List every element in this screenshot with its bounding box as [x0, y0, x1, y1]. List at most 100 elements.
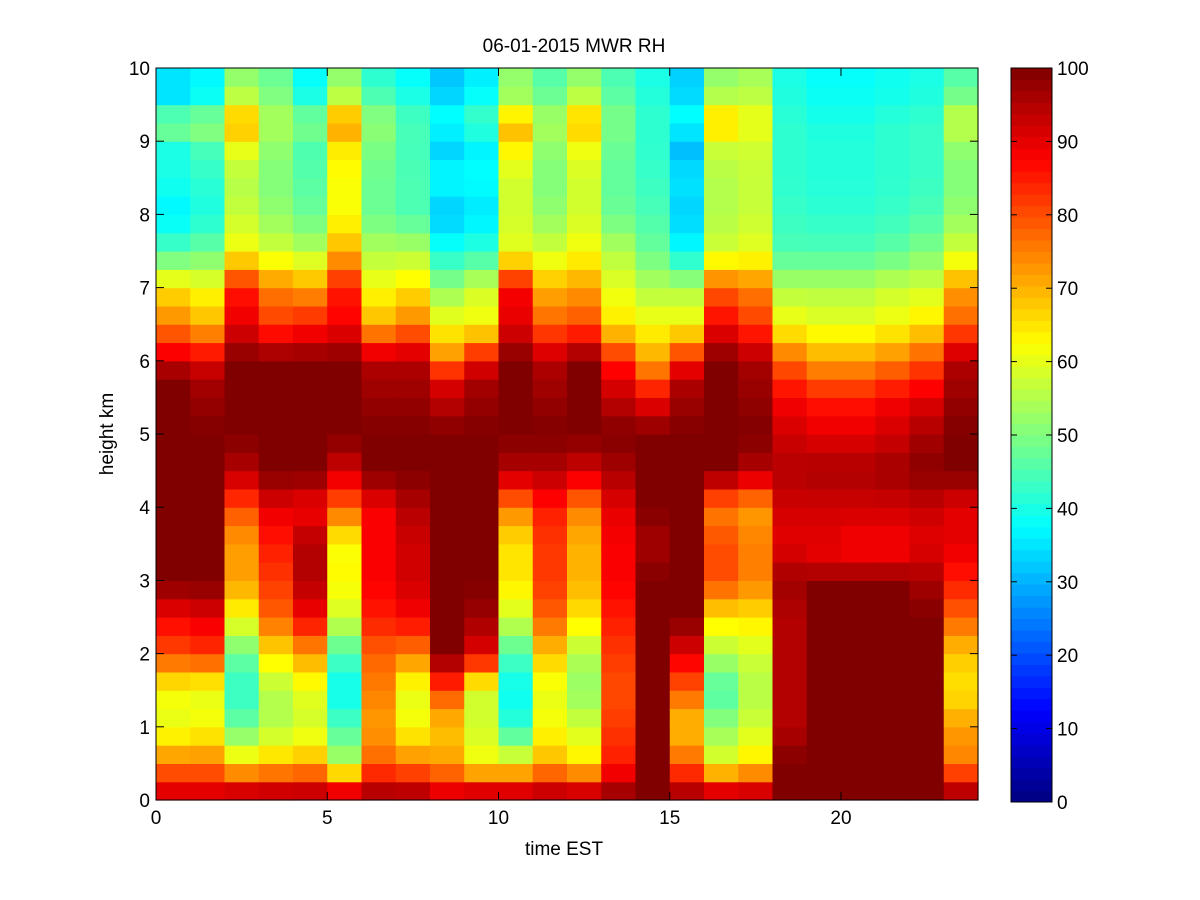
- heatmap-cell: [806, 671, 842, 691]
- heatmap-cell: [395, 397, 431, 417]
- heatmap-cell: [224, 141, 260, 161]
- heatmap-cell: [156, 141, 191, 161]
- heatmap-cell: [635, 397, 671, 417]
- heatmap-cell: [327, 452, 363, 472]
- heatmap-cell: [943, 397, 979, 417]
- heatmap-cell: [875, 214, 911, 234]
- colorbar-segment: [1011, 561, 1052, 574]
- heatmap-cell: [704, 543, 739, 563]
- heatmap-cell: [875, 543, 911, 563]
- heatmap-cell: [772, 635, 808, 655]
- heatmap-cell: [430, 452, 465, 472]
- heatmap-cell: [772, 122, 808, 142]
- heatmap-cell: [943, 214, 979, 234]
- heatmap-cell: [806, 397, 842, 417]
- heatmap-cell: [224, 324, 260, 344]
- heatmap-cell: [532, 507, 568, 527]
- heatmap-cell: [841, 580, 876, 600]
- heatmap-cell: [258, 726, 294, 746]
- heatmap-cell: [327, 598, 363, 618]
- y-tick-label: 8: [139, 205, 150, 226]
- heatmap-cell: [361, 415, 397, 435]
- heatmap-cell: [327, 232, 363, 252]
- heatmap-cell: [293, 507, 328, 527]
- heatmap-cell: [567, 488, 602, 508]
- heatmap-cell: [258, 543, 294, 563]
- heatmap-cell: [635, 452, 671, 472]
- heatmap-cell: [909, 726, 945, 746]
- heatmap-cell: [601, 507, 637, 527]
- heatmap-cell: [156, 763, 191, 783]
- heatmap-cell: [806, 434, 842, 453]
- heatmap-cell: [430, 580, 465, 600]
- heatmap-cell: [875, 141, 911, 161]
- heatmap-cell: [601, 543, 637, 563]
- heatmap-cell: [327, 415, 363, 435]
- heatmap-cell: [464, 543, 500, 563]
- heatmap-cell: [875, 104, 911, 124]
- heatmap-cell: [875, 122, 911, 142]
- heatmap-cell: [395, 617, 431, 636]
- heatmap-cell: [361, 305, 397, 325]
- heatmap-cell: [224, 159, 260, 179]
- heatmap-cell: [464, 177, 500, 197]
- heatmap-cell: [498, 159, 534, 179]
- heatmap-cell: [841, 68, 876, 87]
- heatmap-cell: [190, 635, 226, 655]
- colorbar-segment: [1011, 68, 1052, 80]
- heatmap-cell: [943, 141, 979, 161]
- heatmap-cell: [601, 415, 637, 435]
- heatmap-cell: [704, 708, 739, 728]
- colorbar-segment: [1011, 297, 1052, 310]
- heatmap-cell: [224, 86, 260, 106]
- heatmap-cell: [601, 635, 637, 655]
- heatmap-cell: [156, 507, 191, 527]
- heatmap-cell: [532, 708, 568, 728]
- heatmap-cell: [190, 159, 226, 179]
- heatmap-cell: [361, 159, 397, 179]
- heatmap-cell: [704, 635, 739, 655]
- heatmap-cell: [258, 488, 294, 508]
- heatmap-cell: [464, 781, 500, 801]
- heatmap-cell: [464, 324, 500, 344]
- heatmap-cell: [190, 379, 226, 398]
- heatmap-cell: [841, 525, 876, 545]
- heatmap-cell: [361, 671, 397, 691]
- heatmap-cell: [601, 617, 637, 636]
- heatmap-cell: [464, 86, 500, 106]
- heatmap-cell: [875, 562, 911, 581]
- heatmap-cell: [909, 452, 945, 472]
- y-tick-label: 7: [139, 279, 150, 300]
- heatmap-cell: [601, 251, 637, 270]
- heatmap-cell: [327, 470, 363, 490]
- colorbar-cells: [1011, 68, 1052, 803]
- colorbar-segment: [1011, 744, 1052, 757]
- heatmap-cell: [943, 379, 979, 398]
- heatmap-cell: [327, 159, 363, 179]
- heatmap-cell: [190, 287, 226, 307]
- heatmap-cell: [909, 690, 945, 710]
- heatmap-cell: [669, 415, 705, 435]
- heatmap-cell: [498, 617, 534, 636]
- heatmap-cell: [772, 525, 808, 545]
- colorbar-segment: [1011, 710, 1052, 723]
- heatmap-cell: [806, 726, 842, 746]
- heatmap-cell: [327, 488, 363, 508]
- y-tick-label: 3: [139, 571, 150, 592]
- heatmap-cell: [806, 580, 842, 600]
- heatmap-cell: [909, 159, 945, 179]
- heatmap-cell: [156, 434, 191, 453]
- heatmap-cell: [875, 68, 911, 87]
- heatmap-cell: [841, 360, 876, 380]
- heatmap-cell: [704, 397, 739, 417]
- heatmap-cell: [635, 745, 671, 764]
- heatmap-cell: [909, 196, 945, 215]
- heatmap-cell: [430, 507, 465, 527]
- heatmap-cell: [464, 598, 500, 618]
- heatmap-cell: [909, 507, 945, 527]
- heatmap-cell: [156, 232, 191, 252]
- heatmap-cell: [190, 690, 226, 710]
- heatmap-cell: [327, 525, 363, 545]
- heatmap-cell: [704, 598, 739, 618]
